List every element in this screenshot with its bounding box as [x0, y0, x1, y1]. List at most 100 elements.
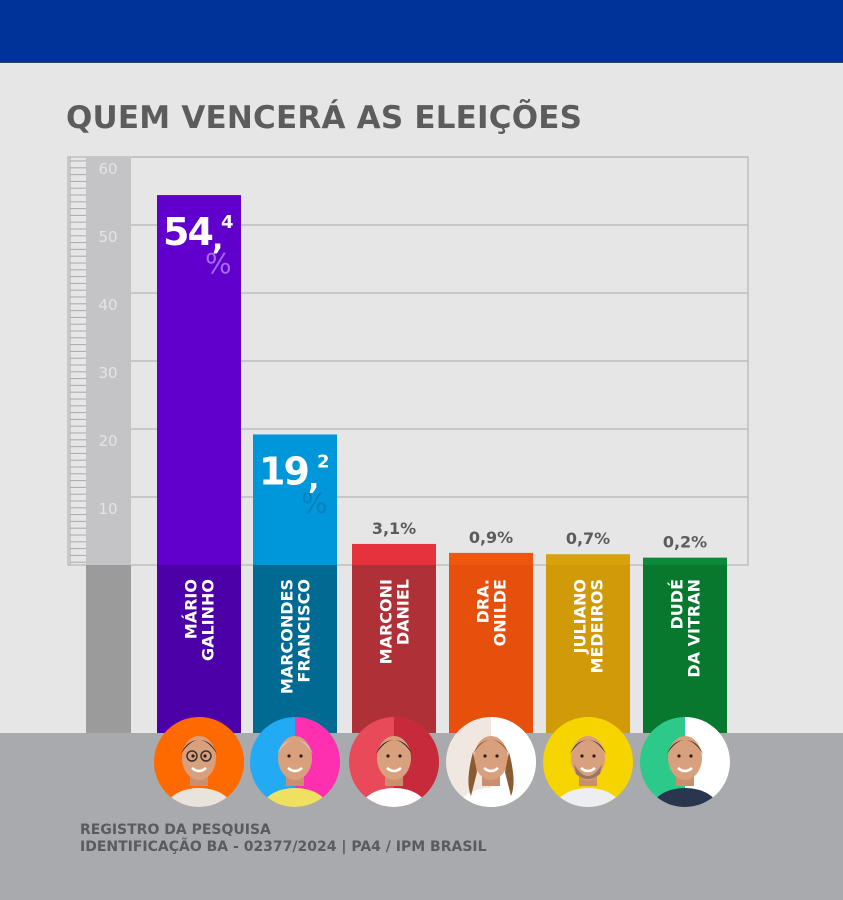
eye	[677, 754, 681, 758]
smile	[287, 767, 303, 773]
bar	[352, 543, 436, 565]
footer-line-1: REGISTRO DA PESQUISA	[80, 822, 271, 838]
bar-name-panel	[546, 565, 630, 733]
bars-layer: MÁRIOGALINHO54,4%MARCONDESFRANCISCO19,2%…	[157, 195, 727, 733]
eye	[483, 754, 487, 758]
y-tick-label: 40	[98, 296, 117, 314]
shirt	[360, 788, 428, 807]
candidate-name-line: JULIANO	[571, 579, 590, 654]
value-label-integer: 19	[259, 449, 308, 493]
header-band	[0, 0, 843, 63]
candidate-name-line: DA VITRAN	[685, 579, 704, 678]
bar	[643, 557, 727, 565]
smile	[677, 767, 693, 773]
shirt	[554, 788, 622, 807]
smile	[386, 767, 402, 773]
smile	[191, 767, 207, 773]
bar	[253, 434, 337, 565]
y-tick-label: 50	[98, 228, 117, 246]
shirt	[457, 788, 525, 807]
bar-group: DRA.ONILDE 0,9%	[449, 528, 533, 733]
candidate-name-line: MEDEIROS	[588, 579, 607, 673]
hair-long	[468, 752, 477, 796]
candidate-photo	[154, 717, 244, 807]
value-label-integer: 54	[163, 210, 212, 254]
candidate-name-line: DRA.	[474, 579, 493, 623]
value-label: 0,9%	[469, 528, 513, 547]
candidate-name-line: MARCONI	[377, 579, 396, 664]
candidate-photo	[250, 717, 340, 807]
ruler-base	[86, 565, 131, 733]
footer-line-2: IDENTIFICAÇÃO BA - 02377/2024 | PA4 / IP…	[80, 839, 487, 855]
eye	[592, 754, 596, 758]
y-tick-label: 60	[98, 160, 117, 178]
bar	[546, 554, 630, 565]
face	[377, 736, 411, 780]
face	[668, 736, 702, 780]
hair	[473, 740, 509, 754]
candidate-name-line: DANIEL	[394, 579, 413, 645]
candidate-name-line: ONILDE	[491, 579, 510, 646]
value-label-decimal: 2	[317, 451, 330, 472]
chart-title: QUEM VENCERÁ AS ELEIÇÕES	[66, 100, 583, 136]
smile	[580, 767, 596, 773]
candidate-photo	[446, 717, 536, 807]
glasses	[186, 750, 198, 762]
candidate-photo	[640, 717, 730, 807]
candidate-photo	[543, 717, 633, 807]
eye	[287, 754, 291, 758]
candidate-name-line: GALINHO	[199, 579, 218, 661]
eye	[191, 754, 195, 758]
value-label: 0,2%	[663, 533, 707, 552]
y-tick-label: 10	[98, 500, 117, 518]
y-tick-label: 30	[98, 364, 117, 382]
value-label: 3,1%	[372, 519, 416, 538]
bar	[157, 195, 241, 565]
eye	[689, 754, 693, 758]
eye	[398, 754, 402, 758]
bar-name-panel	[449, 565, 533, 733]
hair	[376, 740, 412, 754]
candidate-photos	[154, 717, 730, 807]
candidate-name-line: MÁRIO	[182, 579, 201, 639]
candidate-name-line: MARCONDES	[278, 579, 297, 694]
value-label-percent: %	[205, 247, 232, 280]
eye	[386, 754, 390, 758]
face	[182, 736, 216, 780]
face	[278, 736, 312, 780]
shirt	[651, 788, 719, 807]
eye	[580, 754, 584, 758]
bar-name-panel	[157, 565, 241, 733]
eye	[495, 754, 499, 758]
hair	[277, 740, 313, 754]
hair	[667, 740, 703, 754]
bar	[449, 552, 533, 565]
ruler-column	[86, 157, 131, 565]
hair	[181, 740, 217, 754]
eye	[203, 754, 207, 758]
value-label-percent: %	[301, 486, 328, 519]
value-label-decimal: 4	[221, 212, 234, 233]
value-label: 0,7%	[566, 529, 610, 548]
glasses	[200, 750, 212, 762]
hair	[570, 740, 606, 754]
eye	[299, 754, 303, 758]
smile	[483, 767, 499, 773]
candidate-photo	[349, 717, 439, 807]
candidate-name: DRA.ONILDE	[474, 579, 510, 646]
y-tick-label: 20	[98, 432, 117, 450]
face	[571, 736, 605, 780]
shirt	[165, 788, 233, 807]
candidate-name-line: DUDÉ	[668, 579, 687, 629]
value-label-separator: ,	[308, 461, 319, 496]
